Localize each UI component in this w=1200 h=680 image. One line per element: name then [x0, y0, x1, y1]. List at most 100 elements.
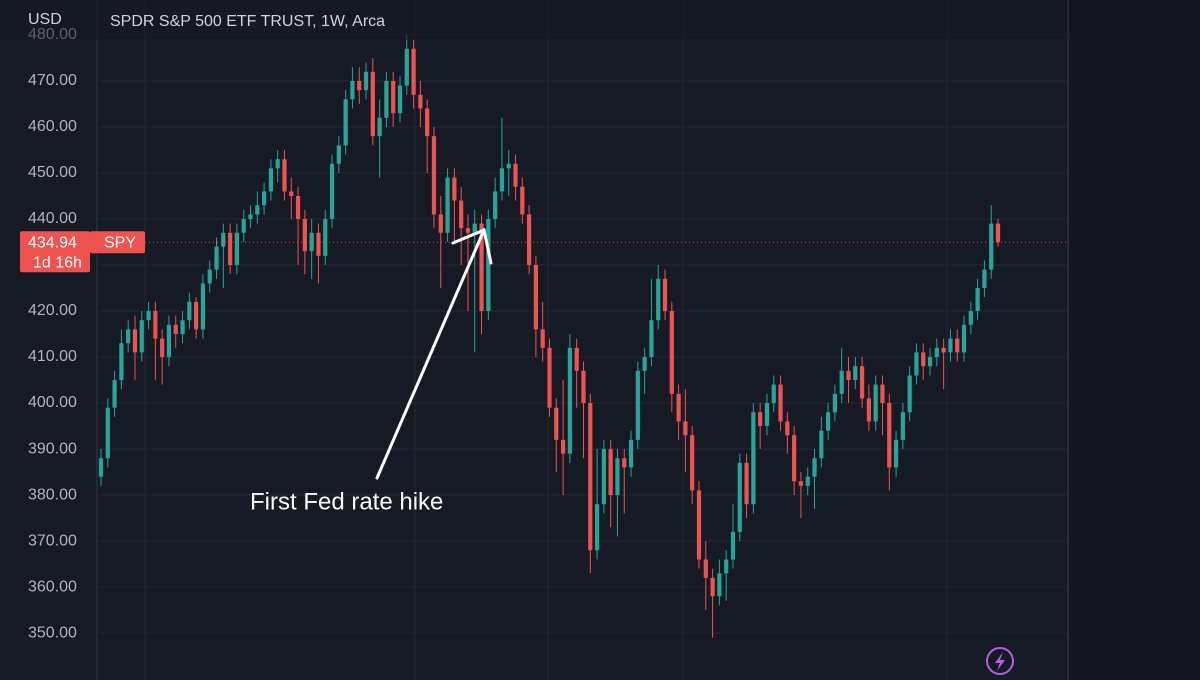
candle-body	[234, 232, 240, 266]
candle-body	[989, 223, 994, 270]
candle-body	[676, 393, 681, 422]
candle-body	[839, 370, 844, 394]
candle-body	[112, 380, 117, 408]
lightning-icon[interactable]	[995, 652, 1005, 671]
candle-body	[506, 163, 511, 169]
candle-body	[927, 357, 933, 367]
symbol-badge	[90, 231, 145, 254]
candle-body	[336, 145, 341, 164]
candle-body	[547, 347, 552, 408]
candle-body	[329, 163, 335, 219]
candle-body	[357, 80, 362, 91]
candle-body	[982, 269, 987, 289]
candle-body	[948, 338, 953, 353]
arrow-shaft	[375, 228, 486, 480]
candle-body	[730, 531, 736, 560]
candle-body	[955, 338, 960, 353]
candle-body	[656, 278, 661, 321]
candle-body	[431, 136, 437, 215]
candle-body	[295, 195, 301, 219]
candle-body	[717, 573, 722, 597]
candle-body	[180, 320, 185, 335]
countdown-label: 1d 16h	[33, 254, 82, 271]
candle-body	[696, 490, 702, 560]
candle-body	[588, 403, 593, 551]
y-tick-label: 410.00	[28, 348, 77, 365]
candle-body	[499, 168, 505, 192]
y-tick-label: 360.00	[28, 578, 77, 595]
candle-body	[635, 370, 640, 440]
annotation-arrow	[375, 227, 493, 480]
candle-body	[261, 191, 267, 206]
candle-body	[893, 439, 899, 468]
candle-body	[758, 412, 763, 427]
candle-body	[880, 384, 885, 404]
candle-body	[343, 99, 348, 146]
candle-body	[160, 338, 165, 358]
time-grid	[144, 0, 948, 680]
candle-body	[826, 412, 831, 431]
candle-body	[846, 370, 851, 381]
candle-body	[649, 320, 654, 358]
candle-body	[126, 329, 131, 344]
candle-body	[615, 458, 620, 496]
candle-body	[370, 71, 375, 137]
candle-body	[228, 232, 233, 266]
candle-body	[241, 218, 246, 233]
candle-body	[350, 80, 355, 100]
candle-body	[724, 559, 729, 574]
candle-body	[452, 177, 457, 201]
candle-body	[255, 205, 260, 215]
candle-body	[866, 398, 871, 422]
candle-body	[200, 283, 206, 330]
candle-body	[391, 80, 396, 114]
candle-body	[207, 269, 212, 284]
candle-body	[166, 324, 172, 358]
annotation: First Fed rate hike	[250, 488, 443, 515]
candle-body	[486, 218, 491, 312]
candle-body	[798, 481, 804, 486]
candle-body	[302, 218, 307, 252]
candle-body	[153, 311, 158, 339]
candle-body	[832, 393, 838, 413]
candle-body	[465, 228, 471, 233]
candle-body	[900, 412, 905, 440]
y-tick-label: 450.00	[28, 164, 77, 181]
candle-body	[567, 347, 572, 454]
candle-body	[792, 435, 797, 482]
candle-body	[812, 458, 817, 477]
lightning-circle[interactable]	[986, 647, 1014, 675]
candle-body	[853, 366, 858, 381]
candle-body	[418, 94, 423, 109]
candle-body	[751, 412, 756, 505]
candle-body	[961, 324, 967, 353]
y-tick-label: 380.00	[28, 486, 77, 503]
candle-body	[268, 168, 273, 192]
candle-body	[316, 232, 321, 256]
candle-body	[628, 439, 634, 468]
candle-body	[513, 163, 518, 187]
candle-body	[132, 329, 138, 353]
y-tick-label: 440.00	[28, 210, 77, 227]
candle-body	[139, 320, 144, 353]
arrow-head	[451, 227, 493, 265]
candle-body	[404, 48, 409, 86]
candle-body	[289, 191, 294, 196]
candle-body	[873, 384, 878, 422]
candle-body	[622, 458, 627, 468]
last-price-label: 434.94	[28, 234, 77, 251]
candle-body	[941, 347, 946, 353]
candle-body	[608, 449, 613, 496]
candle-body	[173, 324, 178, 335]
symbol-label: SPY	[104, 234, 136, 251]
candle-body	[493, 191, 498, 219]
candle-body	[887, 403, 892, 468]
lightning-button[interactable]	[986, 647, 1014, 675]
candle-body	[560, 439, 566, 454]
candle-body	[914, 352, 919, 376]
candle-body	[859, 366, 865, 399]
y-tick-label: 470.00	[28, 72, 77, 89]
y-tick-label: 420.00	[28, 302, 77, 319]
candle-body	[187, 301, 192, 321]
